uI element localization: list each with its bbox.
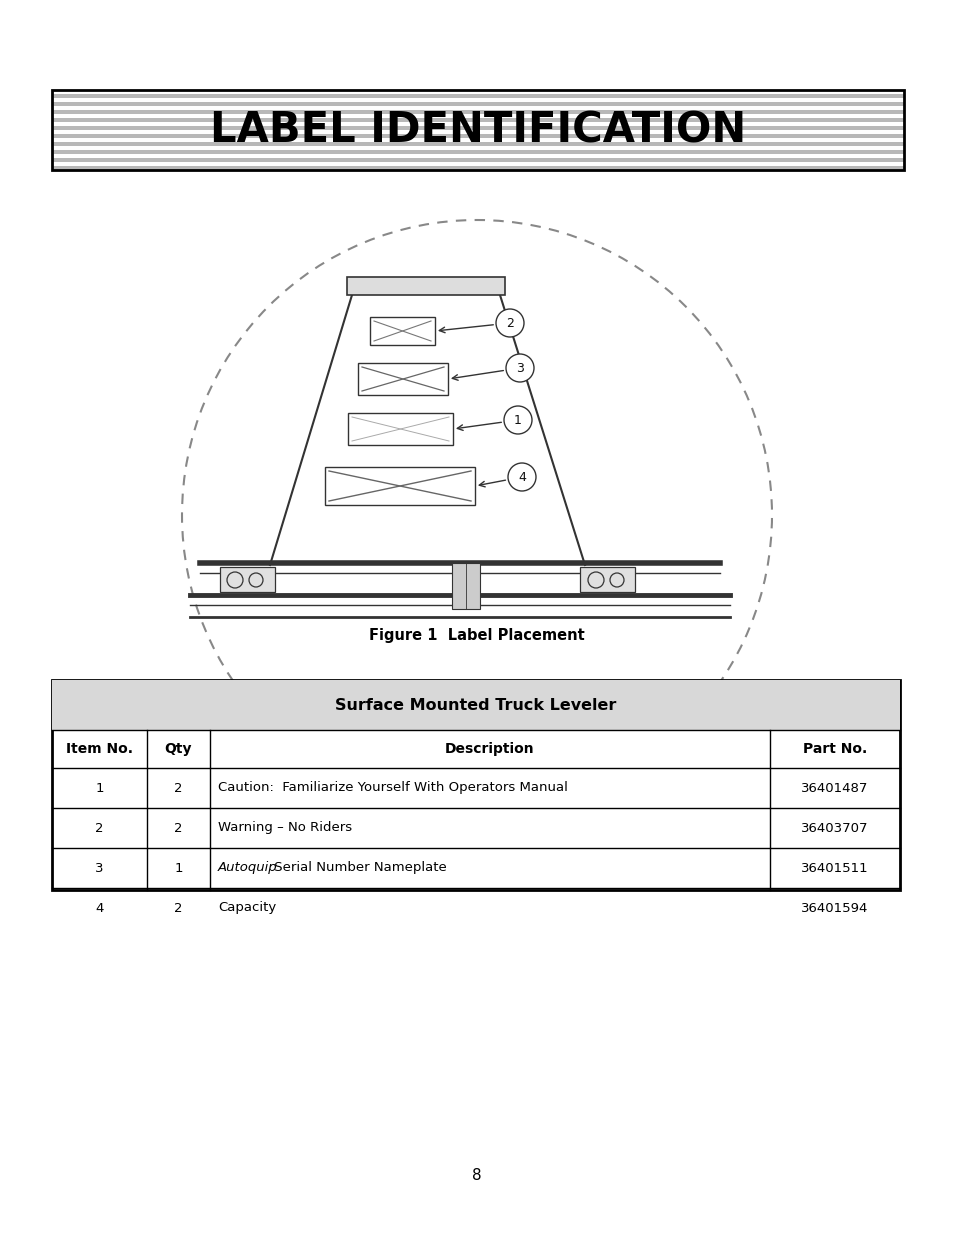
Bar (357, 363, 448, 395)
Bar (52, 149, 903, 154)
Bar (52, 106, 903, 110)
Circle shape (505, 354, 534, 382)
Text: 36401487: 36401487 (801, 782, 868, 794)
Text: 4: 4 (95, 902, 104, 914)
Bar (52, 94, 903, 98)
Bar (52, 126, 903, 130)
Bar (52, 110, 903, 114)
Text: Caution:  Familiarize Yourself With Operators Manual: Caution: Familiarize Yourself With Opera… (218, 782, 567, 794)
Text: Capacity: Capacity (218, 902, 276, 914)
Text: Surface Mounted Truck Leveler: Surface Mounted Truck Leveler (335, 698, 616, 713)
Bar (452, 563, 479, 609)
Text: Serial Number Nameplate: Serial Number Nameplate (270, 862, 446, 874)
Text: 4: 4 (517, 471, 525, 483)
Bar (579, 567, 635, 592)
Bar (52, 119, 903, 122)
Circle shape (507, 463, 536, 492)
Bar (52, 122, 903, 126)
Circle shape (503, 406, 532, 433)
Bar (52, 162, 903, 165)
Text: 36401594: 36401594 (801, 902, 868, 914)
Text: 2: 2 (174, 782, 183, 794)
Text: 1: 1 (95, 782, 104, 794)
Text: 36403707: 36403707 (801, 821, 868, 835)
Text: 2: 2 (95, 821, 104, 835)
Bar (52, 680, 899, 890)
Bar (325, 467, 475, 505)
Bar (220, 567, 274, 592)
Bar (348, 412, 453, 445)
Bar (52, 130, 903, 135)
Text: Warning – No Riders: Warning – No Riders (218, 821, 352, 835)
Text: Item No.: Item No. (66, 742, 132, 756)
Bar (52, 158, 903, 162)
Bar (52, 90, 903, 94)
Bar (52, 138, 903, 142)
Text: 1: 1 (514, 414, 521, 426)
Bar (347, 277, 504, 295)
Text: 2: 2 (174, 902, 183, 914)
Text: LABEL IDENTIFICATION: LABEL IDENTIFICATION (210, 109, 745, 151)
Bar (370, 317, 435, 345)
Text: Figure 1  Label Placement: Figure 1 Label Placement (369, 627, 584, 642)
Text: 3: 3 (516, 362, 523, 374)
Bar (52, 114, 903, 119)
Circle shape (496, 309, 523, 337)
Text: Description: Description (445, 742, 535, 756)
Text: Autoquip: Autoquip (218, 862, 277, 874)
Bar (52, 154, 903, 158)
Text: 1: 1 (174, 862, 183, 874)
Text: 36401511: 36401511 (801, 862, 868, 874)
Bar (52, 103, 903, 106)
Bar (52, 90, 903, 170)
Text: 2: 2 (505, 316, 514, 330)
Text: 3: 3 (95, 862, 104, 874)
Bar (52, 680, 899, 730)
Bar (52, 165, 903, 170)
Bar (52, 135, 903, 138)
Bar (52, 146, 903, 149)
Text: 2: 2 (174, 821, 183, 835)
Text: Part No.: Part No. (802, 742, 866, 756)
Bar (52, 142, 903, 146)
Text: 8: 8 (472, 1167, 481, 1182)
Text: Qty: Qty (165, 742, 193, 756)
Bar (52, 98, 903, 103)
